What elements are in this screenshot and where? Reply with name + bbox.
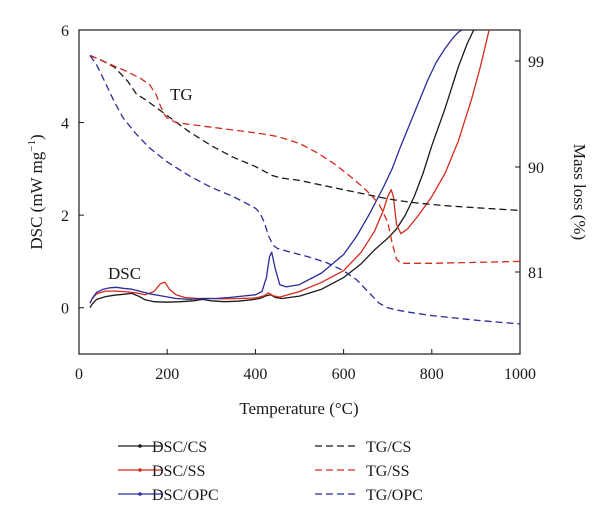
tg-annotation: TG	[170, 85, 193, 104]
y-left-tick-label: 4	[61, 116, 69, 133]
x-tick-label: 400	[243, 366, 267, 383]
y-right-tick-label: 90	[528, 160, 544, 177]
legend-label: TG/CS	[366, 439, 411, 456]
y-right-tick-label: 81	[528, 265, 544, 282]
y-left-tick-label: 2	[61, 208, 69, 225]
y-axis-left-label: DSC (mW mg−1)	[26, 134, 46, 249]
y-axis-left-label-main: DSC (mW mg	[27, 151, 46, 249]
legend-item-dsc-opc: DSC/OPC	[118, 487, 219, 504]
legend-label: TG/OPC	[366, 487, 423, 504]
series-line-dsc-cs	[89, 30, 475, 309]
x-tick-label: 600	[332, 366, 356, 383]
y-axis-left-label-close: )	[27, 134, 46, 140]
legend-marker	[138, 468, 142, 472]
legend: DSC/CS DSC/SS DSC/OPC TG/CS TG/SS TG/OPC	[118, 439, 423, 504]
legend-item-dsc-cs: DSC/CS	[118, 439, 207, 456]
series-line-dsc-ss	[89, 30, 490, 304]
y-right-tick-label: 99	[528, 54, 544, 71]
x-tick-label: 800	[420, 366, 444, 383]
plot-frame	[78, 29, 521, 355]
y-axis-left-label-exp: −1	[26, 140, 38, 152]
legend-item-tg-opc: TG/OPC	[315, 487, 423, 504]
x-axis-label: Temperature (°C)	[239, 399, 358, 418]
legend-marker	[138, 492, 142, 496]
legend-item-tg-cs: TG/CS	[315, 439, 411, 456]
legend-label: DSC/CS	[152, 439, 207, 456]
legend-marker	[138, 444, 142, 448]
y-left-tick-label: 0	[61, 301, 69, 318]
x-tick-label: 0	[75, 366, 83, 383]
y-axis-right-label: Mass loss (%)	[570, 144, 589, 240]
legend-label: DSC/OPC	[152, 487, 219, 504]
legend-label: TG/SS	[366, 463, 410, 480]
series-line-dsc-opc	[89, 30, 463, 304]
dsc-annotation: DSC	[108, 264, 141, 283]
series-line-tg-cs	[89, 54, 520, 212]
series-line-tg-opc	[89, 55, 520, 325]
series-layer	[89, 30, 520, 325]
ticks-layer: 0 200 400 600 800 1000 0 2 4 6 99 90 81	[61, 23, 544, 383]
x-tick-label: 1000	[504, 366, 536, 383]
series-line-tg-ss	[89, 54, 520, 264]
legend-label: DSC/SS	[152, 463, 205, 480]
legend-item-tg-ss: TG/SS	[315, 463, 410, 480]
y-left-tick-label: 6	[61, 23, 69, 40]
x-tick-label: 200	[155, 366, 179, 383]
legend-item-dsc-ss: DSC/SS	[118, 463, 205, 480]
